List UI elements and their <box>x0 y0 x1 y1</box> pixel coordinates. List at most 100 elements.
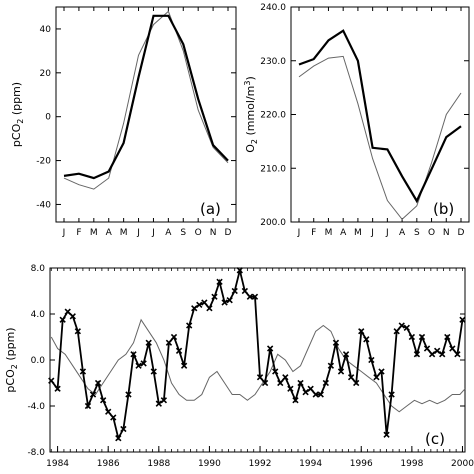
panel-b-y-tick-label: 240.0 <box>260 3 286 13</box>
panel-c-point <box>428 351 436 358</box>
panel-c-point <box>150 368 157 375</box>
panel-a-x-tick-label: A <box>165 228 172 238</box>
panel-c-x-tick-label: 1992 <box>249 459 272 469</box>
panel-c-x-tick-label: 1996 <box>350 459 373 469</box>
panel-a-y-tick-label: -20 <box>36 157 51 167</box>
panel-c-point <box>398 322 405 329</box>
panel-c-point <box>226 297 233 304</box>
panel-c-point <box>89 391 97 398</box>
panel-c-point <box>94 379 102 387</box>
panel-b-series-thin <box>298 55 462 221</box>
panel-c-point <box>216 278 223 285</box>
panel-a-x-tick-label: J <box>151 228 155 238</box>
panel-a-tag: (a) <box>200 200 221 218</box>
panel-c-point <box>105 408 112 415</box>
panel-c-ylabel-tail: (ppm) <box>4 327 17 364</box>
panel-c-point <box>170 333 178 341</box>
panel-a-x-tick-label: F <box>76 228 81 238</box>
panel-c-point <box>302 389 309 396</box>
panel-c-point <box>433 347 441 354</box>
panel-c-point <box>196 301 203 308</box>
panel-b-x-tick-label: A <box>340 228 347 238</box>
panel-c-point <box>408 333 416 341</box>
panel-a-x-tick-label: M <box>90 228 98 238</box>
panel-a-ylabel-main: pCO <box>10 123 23 147</box>
panel-b-y-tick-label: 210.0 <box>260 164 286 174</box>
panel-c-point <box>125 391 132 398</box>
panel-c-frame <box>49 267 466 453</box>
panel-a-x-tick-label: A <box>106 228 113 238</box>
panel-a-series-thin <box>63 10 229 190</box>
panel-c-point <box>236 267 243 274</box>
panel-c-point <box>327 362 335 369</box>
panel-c-point <box>373 374 380 381</box>
panel-c-point <box>378 368 385 375</box>
panel-b-x-tick-label: M <box>354 228 362 238</box>
panel-b-x-tick-label: D <box>458 228 465 238</box>
panel-c-x-tick-label: 1994 <box>299 459 322 469</box>
panel-c-tag: (c) <box>425 430 445 448</box>
panel-c-y-tick-label: -4.0 <box>27 402 45 412</box>
panel-c-y-tick-label: 4.0 <box>31 310 46 320</box>
panel-c-point <box>191 305 198 312</box>
panel-b-x-tick-label: J <box>297 228 301 238</box>
panel-c-point <box>64 308 71 315</box>
panel-a-x-tick-label: J <box>62 228 66 238</box>
panel-c-x-tick-label: 1984 <box>46 459 69 469</box>
panel-c-point <box>115 435 122 442</box>
panel-b-x-tick-label: J <box>370 228 374 238</box>
panel-b-series-thick <box>298 29 462 204</box>
panel-c-x-tick-label: 1998 <box>400 459 423 469</box>
panel-c-point <box>160 397 168 404</box>
panel-b-x-tick-label: J <box>385 228 389 238</box>
panel-b-ylabel-sup: 3 <box>243 81 252 86</box>
panel-c-point <box>246 293 254 300</box>
panel-c-point <box>272 368 279 375</box>
panel-c-point <box>140 360 147 367</box>
panel-c-point <box>287 385 294 392</box>
panel-a-y-tick-label: 0 <box>45 113 51 123</box>
panel-c-point <box>449 345 456 352</box>
panel-c-point <box>353 379 360 387</box>
panel-c-point <box>368 356 375 364</box>
panel-c-point <box>423 345 431 352</box>
panel-c-ylabel-sub: 2 <box>10 364 19 369</box>
panel-c-point <box>342 351 350 358</box>
panel-b-x-tick-label: F <box>311 228 316 238</box>
panel-c-point <box>231 287 238 295</box>
panel-c-x-tick-label: 2000 <box>451 459 474 469</box>
panel-c-point <box>201 299 208 306</box>
panel-c-point <box>439 351 446 358</box>
panel-b-ylabel-end: ) <box>244 76 257 80</box>
panel-c-x-tick-label: 1990 <box>198 459 221 469</box>
panel-c-point <box>175 347 183 354</box>
panel-c-point <box>332 339 340 346</box>
panel-c-point <box>261 379 269 387</box>
panel-c-point <box>383 431 390 438</box>
panel-c-point <box>337 368 345 375</box>
panel-c-x-tick-label: 1988 <box>147 459 170 469</box>
panel-c-point <box>297 379 304 387</box>
panel-a-x-tick-label: S <box>180 228 186 238</box>
panel-c-point <box>459 316 466 323</box>
panel-c-point <box>307 385 314 392</box>
panel-c-point <box>444 333 451 341</box>
panel-b-ylabel-tail: (mmol/m <box>244 86 257 139</box>
panel-a-y-tick-label: 20 <box>40 69 52 79</box>
panel-c-point <box>277 379 284 387</box>
panel-c-point <box>206 305 213 312</box>
panel-c-point <box>317 391 324 398</box>
panel-a-x-tick-label: M <box>120 228 128 238</box>
panel-c-point <box>155 400 162 407</box>
panel-c-point <box>418 333 426 341</box>
panel-a-y-tick-label: -40 <box>36 200 51 210</box>
panel-c-point <box>130 351 137 358</box>
panel-c-point <box>54 385 61 392</box>
panel-c-y-tick-label: 0.0 <box>31 356 46 366</box>
panel-c-point <box>69 313 76 320</box>
panel-a-frame <box>55 6 237 223</box>
panel-b-y-tick-label: 200.0 <box>260 218 286 228</box>
panel-b-ylabel: O2 (mmol/m3) <box>243 76 259 153</box>
panel-a-ylabel-sub: 2 <box>16 119 25 124</box>
